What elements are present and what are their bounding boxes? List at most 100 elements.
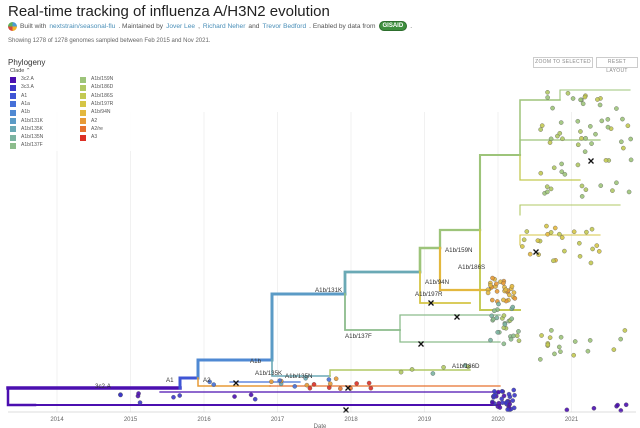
tip (559, 169, 565, 175)
branch (419, 271, 471, 304)
tip (368, 385, 374, 391)
legend-label: A1b/135K (21, 125, 43, 132)
tip (591, 406, 597, 411)
built-with-text: Built with (20, 22, 47, 30)
and-text: and (248, 22, 260, 30)
tip (594, 243, 600, 248)
legend-swatch (80, 93, 86, 100)
tip (496, 400, 502, 406)
maintainer-link-1[interactable]: Jover Lee (166, 22, 196, 30)
tip (583, 135, 588, 141)
tip (326, 377, 332, 382)
tip (307, 385, 313, 391)
reset-layout-button[interactable]: RESET LAYOUT (596, 57, 638, 74)
tip (326, 385, 332, 390)
tip (485, 290, 491, 296)
tip (597, 102, 603, 108)
maintainer-link-3[interactable]: Trevor Bedford (262, 22, 307, 30)
clade-label: A2 (203, 377, 211, 384)
cross-stroke (588, 158, 594, 164)
trunk-branch (418, 246, 442, 274)
chevron-up-icon[interactable]: ⌃ (25, 68, 31, 74)
tip (430, 371, 436, 376)
tip (575, 162, 581, 168)
tip (494, 281, 499, 287)
cross-stroke (454, 314, 460, 320)
cross-stroke (533, 249, 539, 255)
tip (548, 186, 554, 192)
cross-stroke (343, 407, 349, 413)
year-tick-label: 2021 (565, 417, 579, 423)
branch (519, 204, 621, 216)
legend-swatch (10, 134, 16, 141)
legend-swatch (10, 118, 16, 124)
cross-mark (428, 300, 434, 306)
legend-label: 3c3.A (21, 84, 34, 91)
year-tick-label: 2017 (271, 417, 285, 423)
clade-label: A1b (250, 358, 262, 365)
cross-mark (588, 158, 594, 164)
trunk-branch (196, 358, 274, 380)
gisaid-logo[interactable]: GISAID (378, 21, 408, 31)
time-axis: 2014 2015 2016 2017 2018 2019 2020 2021 Date (8, 411, 636, 428)
tip (552, 225, 558, 231)
tree-cross-marks (233, 158, 594, 413)
legend-swatch (80, 126, 86, 133)
tip (496, 301, 501, 307)
separator-text: , (198, 22, 200, 30)
tip (549, 328, 554, 333)
tip (575, 119, 581, 124)
tip (539, 123, 545, 128)
tip (538, 170, 544, 176)
maintainer-link-2[interactable]: Richard Neher (202, 22, 246, 30)
tip (509, 283, 515, 289)
tip (621, 145, 626, 151)
tip (559, 161, 564, 167)
tip (548, 136, 554, 142)
tip (506, 391, 512, 397)
tip (548, 230, 554, 235)
tip (499, 396, 505, 402)
clade-label: A1b/197R (415, 291, 443, 298)
clade-label: A1b/94N (425, 279, 449, 286)
tree-tips (118, 90, 634, 413)
tip (539, 333, 544, 338)
tip (595, 97, 600, 102)
tip (611, 347, 617, 352)
byline: Built with nextstrain/seasonal-flu. Main… (8, 21, 412, 31)
tip (588, 260, 594, 266)
tip (623, 402, 629, 408)
tip (545, 90, 550, 95)
tip (277, 378, 283, 383)
tip (545, 95, 550, 100)
tip (619, 139, 624, 145)
zoom-to-selected-button[interactable]: ZOOM TO SELECTED (533, 57, 593, 68)
legend-swatch (10, 101, 16, 108)
legend-label: A1b/131K (21, 117, 43, 124)
tip (488, 337, 493, 343)
page-title: Real-time tracking of influenza A/H3N2 e… (8, 3, 330, 20)
legend-swatch (80, 101, 86, 108)
tip (292, 384, 298, 389)
tip (248, 392, 254, 398)
legend-title[interactable]: Clade ⌃ (10, 68, 31, 74)
cross-stroke (418, 341, 424, 347)
tip (501, 280, 506, 286)
legend-label: A1a (21, 100, 30, 107)
branch (519, 234, 601, 246)
tip (136, 391, 141, 396)
tip (177, 393, 182, 398)
cross-mark (343, 407, 349, 413)
cross-mark (233, 380, 239, 386)
tip (614, 180, 619, 186)
branch (519, 154, 581, 181)
legend-label: A1b/186D (91, 84, 114, 91)
build-link[interactable]: nextstrain/seasonal-flu (49, 22, 116, 30)
legend-swatch (80, 109, 86, 116)
tip (593, 131, 598, 137)
clade-label: A1b/137F (345, 333, 372, 340)
branch (271, 359, 331, 377)
tip (516, 338, 522, 344)
cross-mark (345, 385, 351, 391)
